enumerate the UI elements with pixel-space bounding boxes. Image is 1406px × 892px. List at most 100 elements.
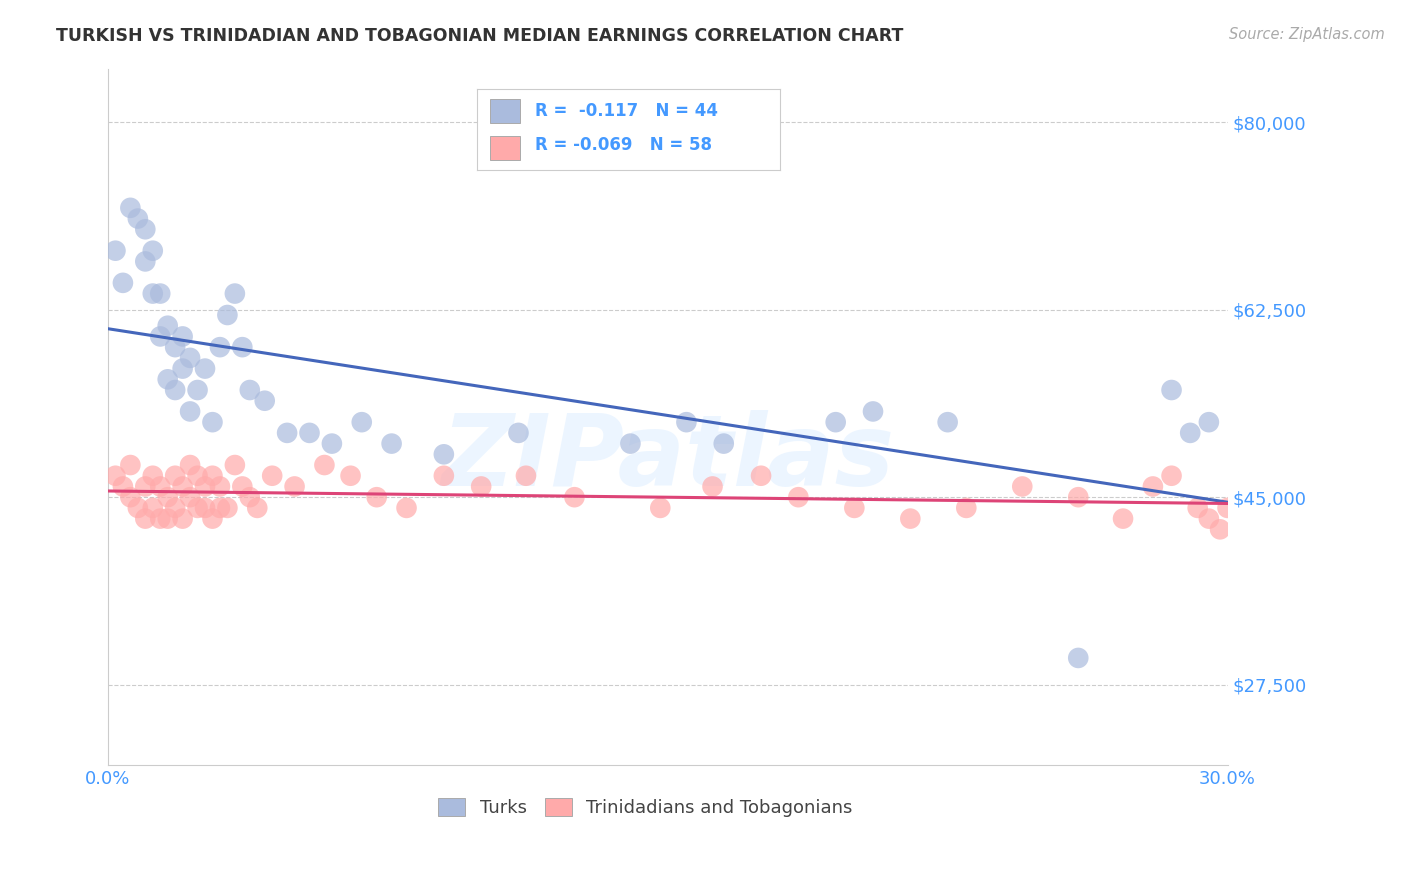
Point (381, 436, 404, 450)
Point (217, 308, 239, 322)
Point (149, 479, 172, 493)
Point (142, 286, 165, 301)
Point (165, 468, 187, 483)
Point (134, 222, 156, 236)
Point (120, 490, 142, 504)
Point (298, 425, 321, 440)
Point (564, 490, 586, 504)
Point (134, 254, 156, 268)
Point (224, 286, 246, 301)
Point (262, 468, 284, 483)
Point (165, 340, 187, 354)
Point (179, 458, 201, 472)
Point (246, 500, 269, 515)
Point (1011, 479, 1033, 493)
Point (314, 458, 336, 472)
Point (201, 415, 224, 429)
Point (239, 490, 262, 504)
Point (515, 468, 537, 483)
Point (208, 500, 231, 515)
Point (156, 511, 179, 525)
Point (366, 490, 388, 504)
Point (104, 244, 127, 258)
Point (844, 500, 866, 515)
Point (898, 511, 921, 525)
Point (1216, 500, 1239, 515)
Point (187, 468, 209, 483)
Point (142, 500, 165, 515)
Point (433, 468, 456, 483)
Point (433, 447, 456, 461)
Point (1198, 415, 1220, 429)
Point (1112, 511, 1135, 525)
Point (172, 329, 194, 343)
Point (470, 479, 492, 493)
Point (224, 458, 246, 472)
Point (142, 468, 165, 483)
Point (156, 372, 179, 386)
Point (1067, 651, 1090, 665)
Point (231, 340, 253, 354)
Point (165, 500, 187, 515)
Point (194, 500, 217, 515)
Point (149, 511, 172, 525)
Point (149, 329, 172, 343)
Point (217, 500, 239, 515)
Text: TURKISH VS TRINIDADIAN AND TOBAGONIAN MEDIAN EARNINGS CORRELATION CHART: TURKISH VS TRINIDADIAN AND TOBAGONIAN ME… (56, 27, 904, 45)
Point (104, 468, 127, 483)
Point (120, 201, 142, 215)
Point (179, 404, 201, 418)
Point (208, 479, 231, 493)
Point (111, 479, 134, 493)
Point (149, 286, 172, 301)
Point (134, 511, 156, 525)
Point (675, 415, 697, 429)
Text: Source: ZipAtlas.com: Source: ZipAtlas.com (1229, 27, 1385, 42)
Point (862, 404, 884, 418)
Point (142, 244, 165, 258)
Point (201, 511, 224, 525)
Point (1160, 383, 1182, 397)
Point (650, 500, 672, 515)
Point (208, 340, 231, 354)
Point (253, 393, 276, 408)
Point (276, 425, 298, 440)
Point (284, 479, 307, 493)
Point (1160, 468, 1182, 483)
Point (231, 479, 253, 493)
Point (134, 479, 156, 493)
Point (1187, 500, 1209, 515)
Point (187, 500, 209, 515)
Point (172, 479, 194, 493)
Point (194, 361, 217, 376)
Point (1142, 479, 1164, 493)
Point (713, 436, 735, 450)
Point (156, 490, 179, 504)
Point (787, 490, 810, 504)
Point (187, 383, 209, 397)
Point (395, 500, 418, 515)
Point (339, 468, 361, 483)
Point (179, 351, 201, 365)
Point (749, 468, 772, 483)
Point (619, 436, 641, 450)
Point (350, 415, 373, 429)
Point (1209, 522, 1232, 536)
Point (172, 511, 194, 525)
Point (111, 276, 134, 290)
Point (239, 383, 262, 397)
Point (201, 468, 224, 483)
Point (120, 458, 142, 472)
Point (702, 479, 724, 493)
Point (127, 500, 149, 515)
Point (936, 415, 959, 429)
Point (824, 415, 846, 429)
Point (194, 479, 217, 493)
Point (1198, 511, 1220, 525)
Legend: Turks, Trinidadians and Tobagonians: Turks, Trinidadians and Tobagonians (430, 790, 860, 824)
Text: ZIPatlas: ZIPatlas (441, 410, 894, 508)
Point (321, 436, 343, 450)
Point (1180, 425, 1202, 440)
Point (172, 361, 194, 376)
Point (179, 490, 201, 504)
